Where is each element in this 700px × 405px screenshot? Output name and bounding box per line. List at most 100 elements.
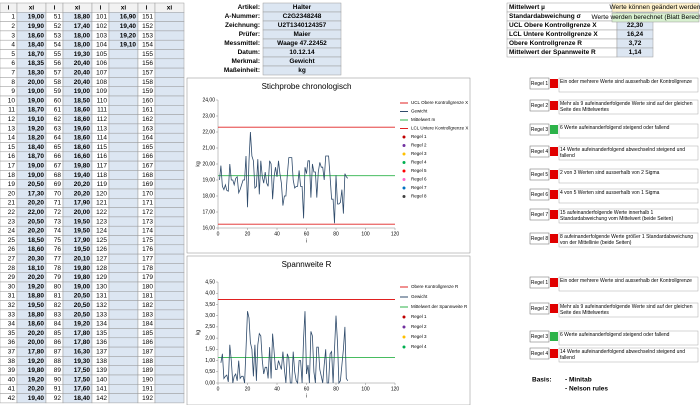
cell-index: 128 (96, 265, 107, 272)
rule-label-box (529, 302, 550, 315)
cell-index: 81 (54, 293, 62, 300)
cell-index: 33 (8, 311, 16, 318)
cell-index: 112 (97, 116, 108, 123)
cell-value: 20,00 (74, 209, 91, 216)
cell-value: 19,60 (74, 125, 91, 132)
info-value: U2T1340124357 (278, 22, 327, 29)
value-cell (154, 225, 185, 236)
value-cell (154, 384, 185, 394)
cell-index: 176 (142, 246, 153, 253)
cell-index: 73 (54, 218, 62, 225)
cell-index: 129 (96, 274, 107, 281)
x-tick-label: 40 (274, 231, 280, 237)
cell-index: 133 (96, 311, 107, 318)
cell-index: 64 (54, 135, 62, 142)
cell-value: 19,20 (120, 32, 137, 39)
rule-label: Regel 4 (531, 149, 548, 155)
cell-index: 86 (54, 339, 62, 346)
rule-label-box (529, 145, 550, 158)
chart-title: Spannweite R (282, 260, 332, 269)
y-tick-label: 3,00 (205, 313, 215, 319)
cell-index: 16 (8, 153, 16, 160)
value-cell (154, 12, 185, 22)
cell-index: 126 (96, 246, 107, 253)
cell-index: 90 (54, 376, 62, 383)
legend-label: Gewicht (411, 109, 428, 114)
cell-index: 84 (54, 321, 62, 328)
value-cell (108, 207, 139, 218)
rule-status (550, 234, 558, 243)
cell-index: 13 (8, 125, 16, 132)
value-cell (154, 86, 185, 97)
info-value: C2G2348248 (283, 13, 322, 20)
cell-value: 18,60 (74, 107, 91, 114)
cell-value: 19,10 (120, 42, 137, 49)
cell-index: 19 (8, 181, 16, 188)
basis-item: - Nelson rules (565, 386, 608, 393)
x-axis-label: i (306, 393, 307, 399)
cell-value: 19,00 (28, 97, 45, 104)
value-cell (108, 235, 139, 246)
cell-index: 180 (142, 283, 153, 290)
cell-index: 104 (96, 42, 107, 49)
rule-text: 8 aufeinanderfolgende Werte größer 1 Sta… (560, 234, 694, 246)
value-cell (108, 67, 139, 78)
value-cell (108, 160, 139, 171)
cell-index: 162 (142, 116, 153, 123)
cell-index: 135 (96, 330, 107, 337)
cell-value: 18,35 (28, 60, 45, 67)
cell-value: 16,90 (120, 14, 137, 21)
cell-index: 134 (96, 321, 107, 328)
cell-index: 29 (8, 274, 16, 281)
rule-status (550, 210, 558, 219)
cell-index: 14 (8, 135, 16, 142)
cell-value: 20,30 (28, 255, 45, 262)
x-tick-label: 40 (274, 386, 280, 392)
note: Werte werden berechnet (Blatt Berechnung… (591, 14, 700, 21)
cell-value: 18,30 (28, 69, 45, 76)
cell-index: 28 (8, 265, 16, 272)
legend-label: Gewicht (411, 294, 428, 299)
cell-value: 20,20 (28, 386, 45, 393)
cell-index: 26 (8, 246, 16, 253)
stat-label: Obere Kontrollgrenze R (509, 40, 582, 47)
cell-value: 19,80 (74, 274, 91, 281)
cell-index: 190 (142, 376, 153, 383)
cell-value: 19,10 (28, 116, 45, 123)
legend-label: Regel 1 (411, 314, 427, 319)
y-tick-label: 24,00 (202, 97, 215, 103)
cell-value: 20,00 (28, 339, 45, 346)
y-tick-label: 22,00 (202, 129, 215, 135)
cell-index: 18 (8, 172, 16, 179)
cell-value: 19,00 (28, 172, 45, 179)
y-tick-label: 4,00 (205, 291, 215, 297)
cell-value: 19,50 (74, 218, 91, 225)
cell-index: 142 (96, 395, 107, 402)
column-header: xi (29, 4, 35, 11)
cell-value: 20,10 (74, 255, 91, 262)
cell-value: 18,40 (74, 395, 91, 402)
cell-index: 174 (142, 228, 153, 235)
info-label: A-Nummer: (225, 13, 260, 20)
cell-index: 108 (96, 79, 107, 86)
info-label: Prüfer: (239, 31, 260, 38)
cell-index: 127 (96, 255, 107, 262)
cell-index: 105 (96, 51, 107, 58)
cell-value: 20,40 (74, 79, 91, 86)
cell-index: 4 (11, 42, 15, 49)
rule-text-wrap: 6 Werte aufeinanderfolgend steigend oder… (560, 125, 669, 131)
cell-index: 78 (54, 265, 62, 272)
cell-index: 183 (142, 311, 153, 318)
cell-index: 102 (96, 23, 107, 30)
value-cell (154, 346, 185, 357)
cell-index: 151 (142, 14, 153, 21)
cell-index: 137 (96, 348, 107, 355)
info-value: kg (298, 67, 306, 74)
rule-text-wrap: 6 Werte aufeinanderfolgend steigend oder… (560, 332, 669, 338)
value-cell (108, 281, 139, 292)
cell-index: 164 (142, 135, 153, 142)
cell-value: 19,20 (28, 358, 45, 365)
value-cell (108, 244, 139, 255)
y-tick-label: 23,00 (202, 113, 215, 119)
cell-index: 107 (96, 69, 107, 76)
